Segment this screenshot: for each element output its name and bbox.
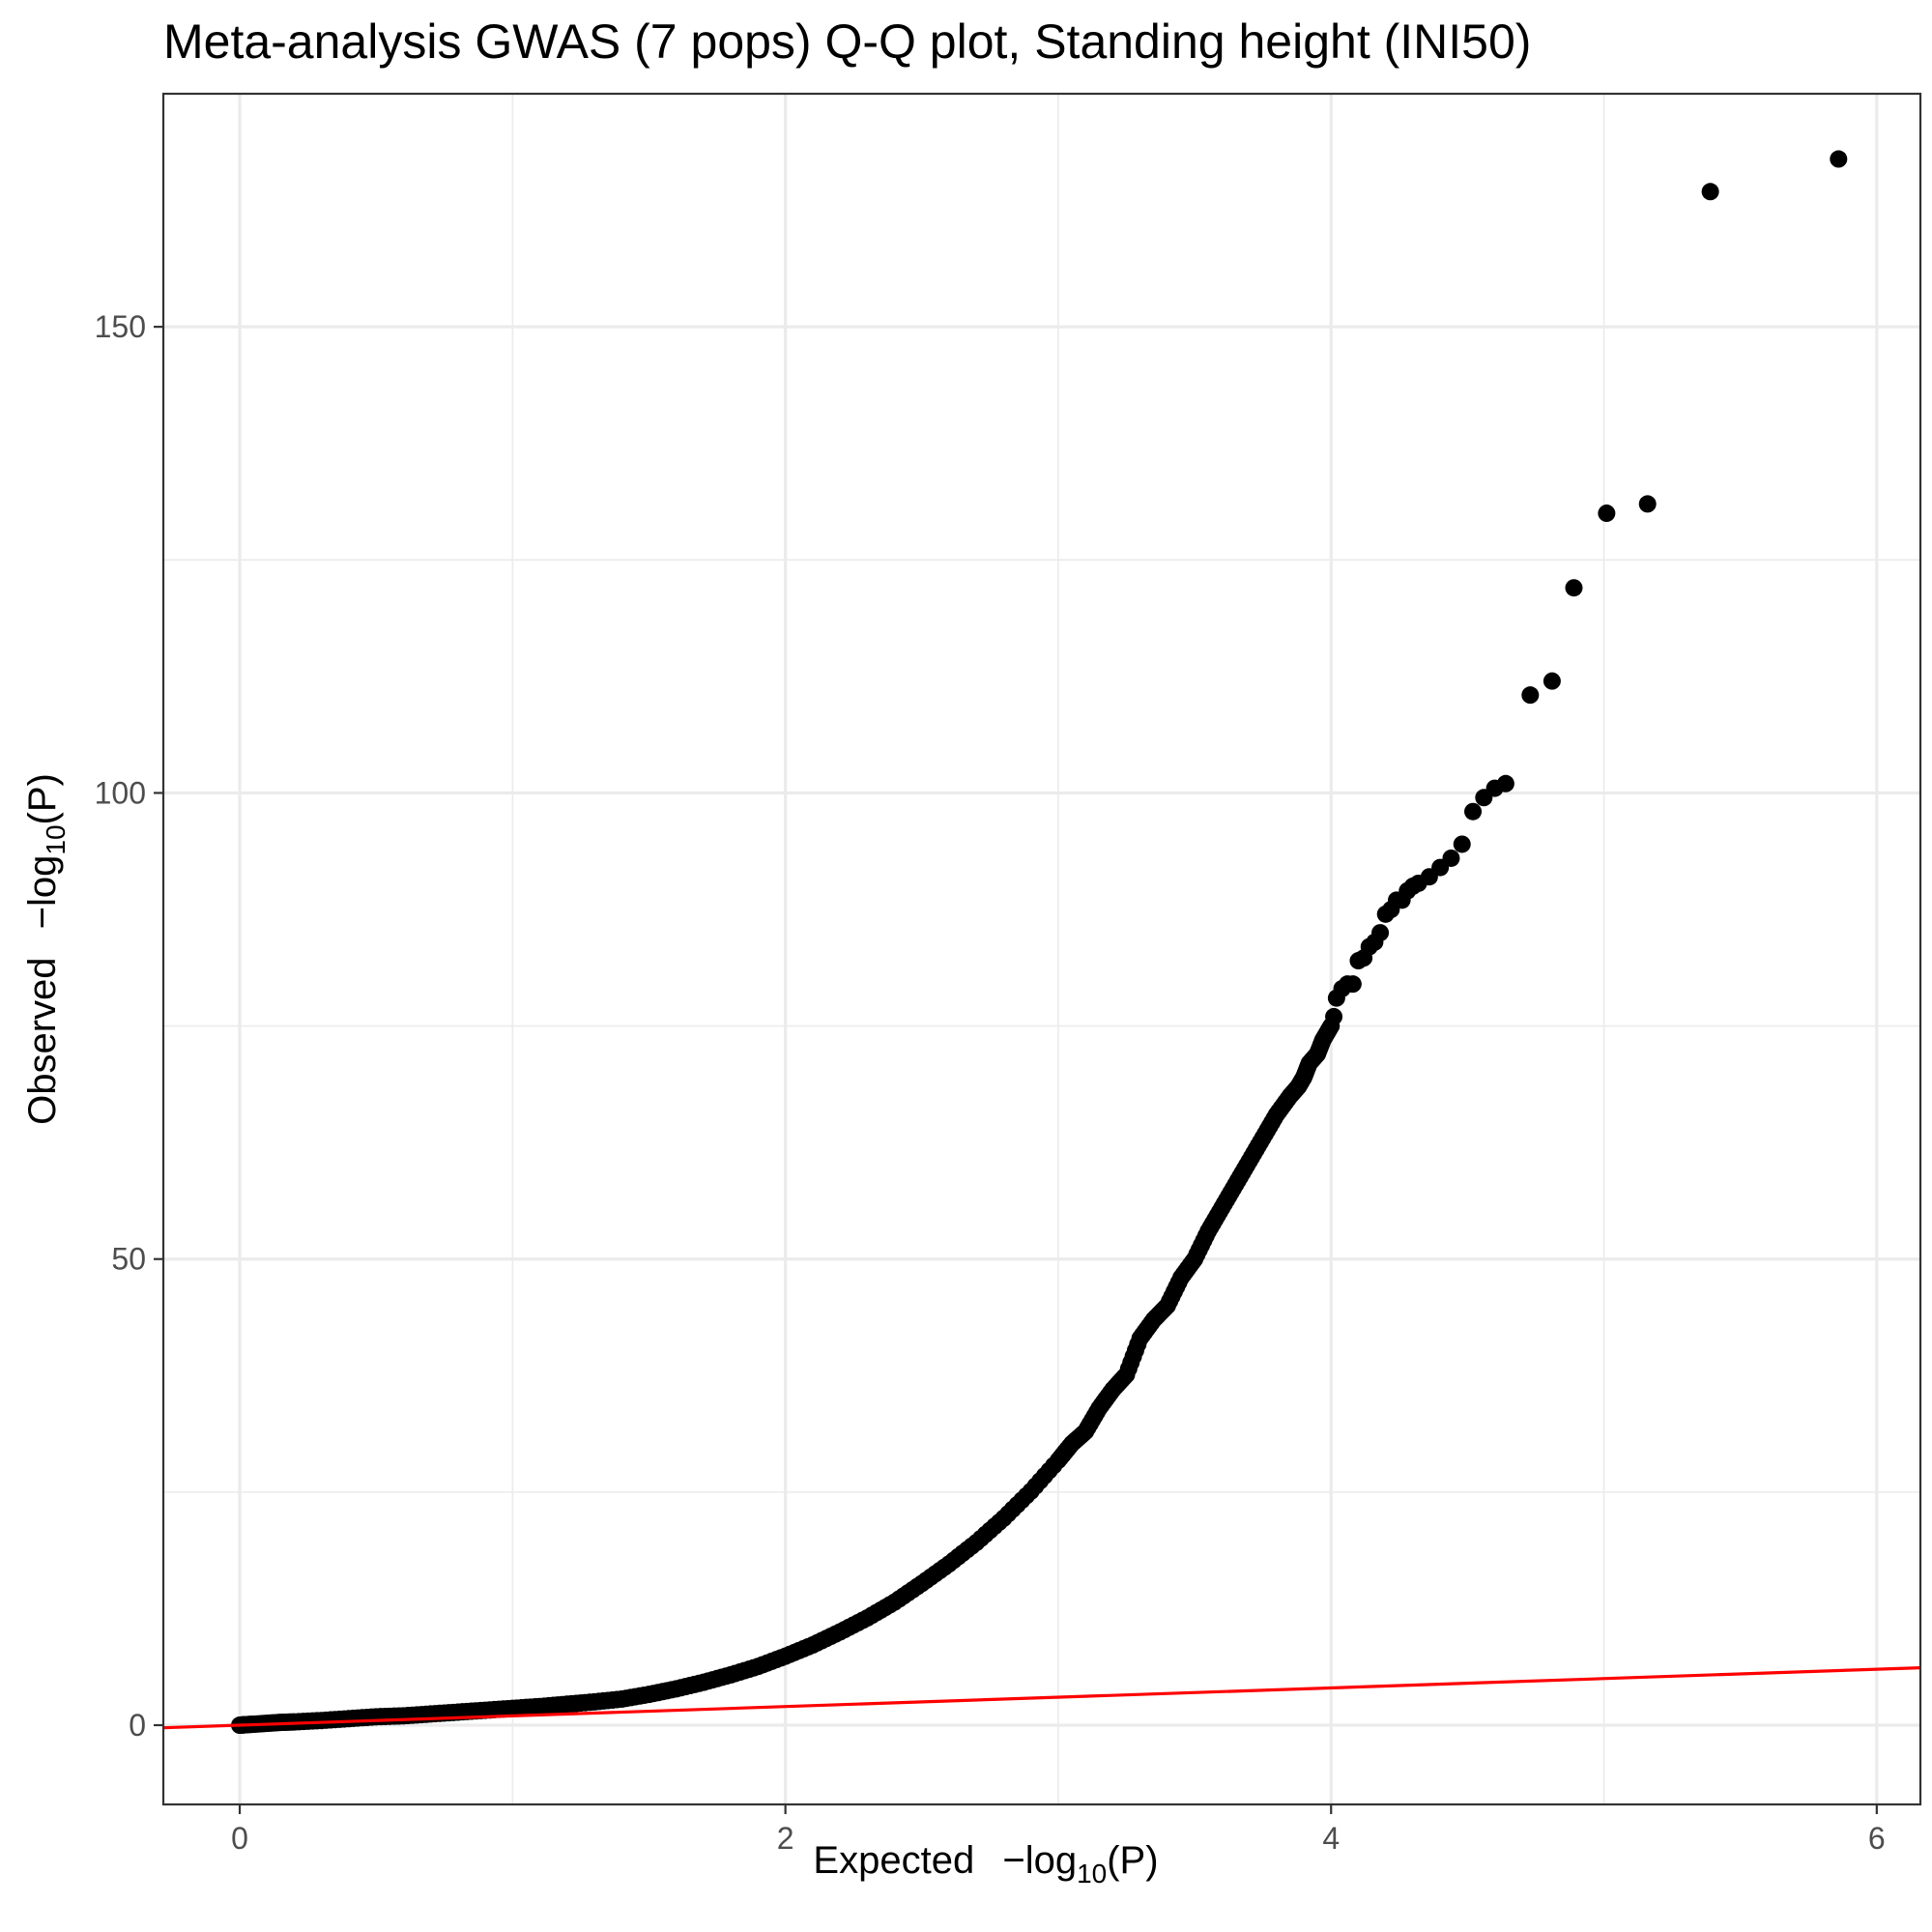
y-axis: 0 50 100 150 xyxy=(95,309,163,1743)
y-axis-title-subscript: 10 xyxy=(41,824,71,854)
y-axis-title-suffix: (P) xyxy=(21,773,64,824)
data-point xyxy=(1343,975,1362,994)
data-point xyxy=(1325,1007,1343,1025)
y-tick-label: 100 xyxy=(95,775,146,810)
panel-border xyxy=(161,92,1922,1806)
data-point xyxy=(1453,835,1471,853)
data-point xyxy=(1543,672,1561,690)
panel-background xyxy=(163,94,1920,1804)
data-point xyxy=(1598,505,1616,523)
data-point xyxy=(1830,150,1848,168)
x-axis: 0 2 4 6 xyxy=(231,1804,1886,1856)
y-tick-label: 0 xyxy=(129,1708,146,1743)
y-axis-title: Observed −log10(P) xyxy=(21,773,71,1125)
chart-title: Meta-analysis GWAS (7 pops) Q-Q plot, St… xyxy=(163,14,1531,69)
data-point xyxy=(1565,579,1583,597)
x-axis-title-prefix: Expected xyxy=(813,1839,974,1882)
data-points xyxy=(231,150,1848,1735)
x-tick-label: 6 xyxy=(1868,1821,1886,1856)
data-point xyxy=(1496,774,1514,793)
data-point xyxy=(1521,686,1540,705)
y-axis-title-prefix: Observed xyxy=(21,957,64,1124)
data-point xyxy=(1442,849,1460,867)
data-point xyxy=(1701,183,1719,201)
x-axis-title-main: −log xyxy=(1002,1839,1077,1882)
y-tick-label: 50 xyxy=(111,1242,146,1277)
x-tick-label: 2 xyxy=(777,1821,794,1856)
data-point xyxy=(1371,924,1390,942)
x-tick-label: 0 xyxy=(231,1821,248,1856)
reference-line xyxy=(162,1665,1921,1730)
x-tick-label: 4 xyxy=(1322,1821,1340,1856)
major-gridlines xyxy=(163,94,1920,1804)
plot-panel xyxy=(161,92,1922,1806)
minor-gridlines xyxy=(163,94,1920,1804)
data-point xyxy=(1638,495,1657,513)
x-axis-title-subscript: 10 xyxy=(1077,1859,1107,1889)
x-axis-title-suffix: (P) xyxy=(1107,1839,1158,1882)
y-axis-title-main: −log xyxy=(21,855,64,930)
data-point xyxy=(1464,802,1483,821)
x-axis-title: Expected −log10(P) xyxy=(813,1839,1158,1889)
y-tick-label: 150 xyxy=(95,309,146,344)
